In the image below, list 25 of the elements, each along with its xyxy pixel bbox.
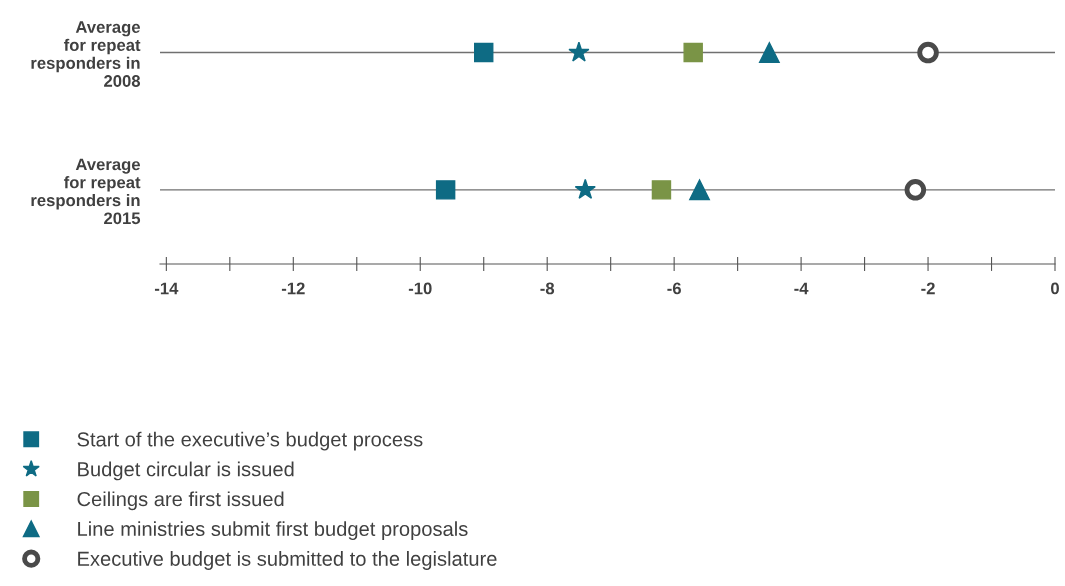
point <box>574 178 596 199</box>
x-tick-label: -4 <box>794 282 809 295</box>
x-tick-label: -2 <box>921 282 935 295</box>
point <box>917 41 939 64</box>
y-tick-label: Average for repeat responders in 2008 <box>31 21 141 87</box>
x-tick-label: -6 <box>667 282 681 295</box>
x-tick-label: -10 <box>408 282 432 295</box>
x-tick-label: -8 <box>540 282 555 295</box>
x-tick-label: -12 <box>281 282 305 295</box>
legend-label: Line ministries submit first budget proposals <box>78 521 468 541</box>
legend-label: Ceilings are first issued <box>77 491 284 511</box>
legend-label: Budget circular is issued <box>78 461 294 481</box>
point <box>758 42 780 63</box>
point <box>904 179 927 201</box>
point <box>683 42 703 63</box>
x-tick-label: -14 <box>154 282 179 295</box>
legend-label: Start of the executive’s budget process <box>77 431 423 451</box>
point <box>568 41 590 62</box>
x-tick-label: 0 <box>1051 282 1059 295</box>
point <box>435 180 456 200</box>
legend-label: Executive budget is submitted to the legislature <box>78 551 497 570</box>
point <box>474 42 494 63</box>
point <box>689 179 710 201</box>
y-tick-label: Average for repeat responders in 2015 <box>31 158 141 225</box>
point <box>651 180 672 200</box>
